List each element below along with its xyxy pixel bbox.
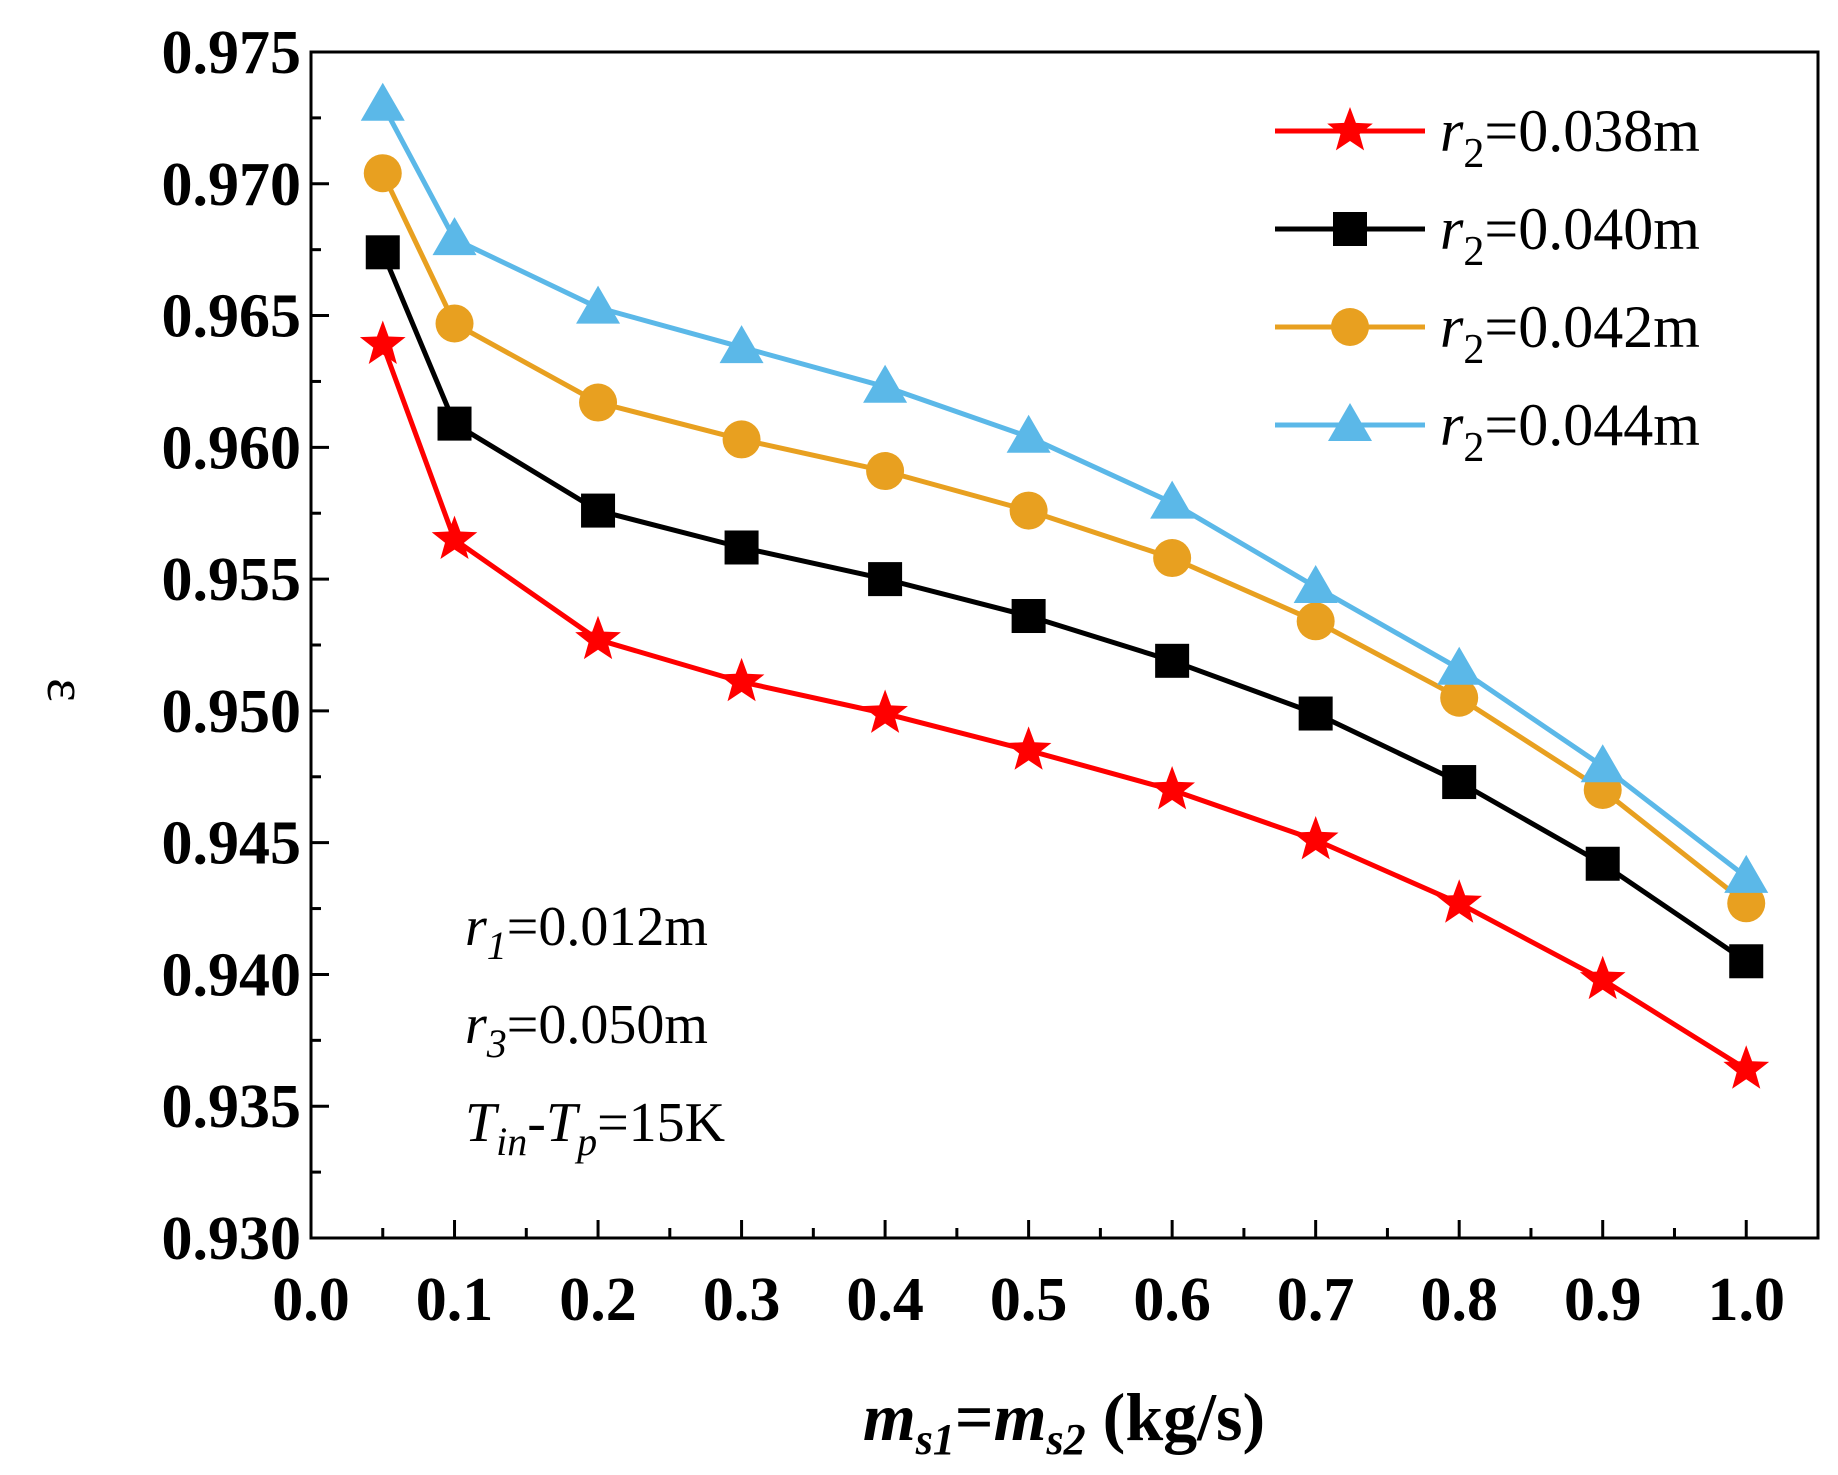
data-point-star [1005,726,1052,770]
data-point-triangle [1580,744,1625,783]
data-point-star [718,657,765,702]
series-2 [365,235,1764,979]
series-1 [359,320,1770,1089]
y-tick-label: 0.950 [162,678,302,746]
x-tick-label: 0.0 [272,1266,350,1334]
data-point-star [575,615,621,660]
x-tick-label: 0.9 [1564,1266,1642,1334]
data-point-star [1327,107,1373,151]
x-tick-label: 0.1 [416,1266,494,1334]
data-point-square [1729,944,1764,979]
data-point-square [1298,696,1333,731]
x-tick-label: 0.2 [559,1266,637,1334]
data-point-star [1292,816,1339,860]
y-tick-label: 0.975 [162,19,302,87]
legend: r2=0.038m r2=0.040m r2=0.042m r2=0.044m [1275,98,1700,471]
legend-entry: r2=0.040m [1275,196,1700,275]
y-tick-label: 0.970 [162,151,302,219]
data-point-square [868,562,903,597]
legend-label: r2=0.038m [1440,98,1700,177]
data-point-star [1723,1045,1770,1089]
legend-entry: r2=0.042m [1275,294,1700,373]
annotations: r1=0.012m r3=0.050m Tin-Tp=15K [465,896,725,1164]
data-point-square [437,406,472,441]
legend-label: r2=0.044m [1440,392,1700,471]
legend-label: r2=0.040m [1440,196,1700,275]
data-point-star [431,515,478,559]
x-tick-label: 0.7 [1277,1266,1355,1334]
data-point-circle [866,452,905,491]
legend-label: r2=0.042m [1440,294,1700,373]
data-point-triangle [432,217,477,256]
x-tick-label: 1.0 [1707,1266,1785,1334]
legend-entry: r2=0.044m [1275,392,1700,471]
data-point-triangle [1437,646,1482,685]
data-point-circle [579,383,618,422]
y-tick-label: 0.930 [162,1205,302,1273]
x-tick-label: 0.6 [1133,1266,1211,1334]
data-point-triangle [719,325,764,364]
annotation-text: r3=0.050m [465,994,708,1066]
data-point-square [1333,212,1367,246]
data-point-circle [435,304,474,343]
data-point-square [724,530,759,565]
x-tick-label: 0.5 [990,1266,1068,1334]
data-point-circle [1153,539,1192,578]
data-point-star [1436,879,1482,923]
annotation-text: r1=0.012m [465,896,708,968]
data-point-triangle [1293,565,1338,604]
annotation-text: Tin-Tp=15K [465,1092,725,1164]
data-point-triangle [1006,414,1051,453]
data-point-triangle [360,82,405,121]
data-point-square [581,493,616,528]
data-point-star [862,689,908,733]
y-tick-label: 0.960 [162,414,302,482]
series-layer [359,82,1770,1089]
x-tick-label: 0.8 [1420,1266,1498,1334]
data-point-square [1442,765,1477,800]
data-point-circle [363,154,402,193]
data-point-circle [722,420,761,459]
y-tick-label: 0.945 [162,810,302,878]
data-point-circle [1331,308,1369,346]
y-tick-label: 0.955 [162,546,302,614]
y-tick-label: 0.940 [162,941,302,1009]
data-point-star [359,320,406,364]
data-point-square [1155,643,1190,678]
data-point-triangle [1724,854,1769,893]
y-tick-label: 0.935 [162,1073,302,1141]
data-point-square [1585,846,1620,881]
y-tick-label: 0.965 [162,283,302,351]
data-point-star [1579,955,1626,1000]
data-point-triangle [576,285,621,324]
axes: 0.930 0.935 0.940 0.945 0.950 0.955 0.960 0.965… [162,19,1820,1334]
data-point-circle [1296,602,1335,641]
series-3 [363,154,1766,923]
data-point-circle [1727,884,1766,923]
data-point-square [1011,599,1046,634]
data-point-star [1149,766,1195,810]
x-tick-label: 0.3 [703,1266,781,1334]
data-point-circle [1440,678,1479,717]
data-point-triangle [1150,480,1195,519]
data-point-triangle [863,364,908,403]
x-tick-label: 0.4 [846,1266,924,1334]
x-axis-label: ms1=ms2 (kg/s) [863,1379,1265,1464]
data-point-square [365,235,400,270]
series-4 [360,82,1769,893]
y-axis-label: ε [35,678,97,702]
legend-entry: r2=0.038m [1275,98,1700,177]
data-point-circle [1009,491,1048,530]
data-point-triangle [1328,403,1372,441]
